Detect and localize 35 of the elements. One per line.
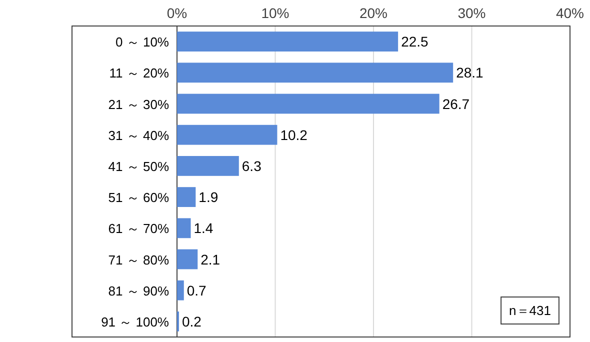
bar xyxy=(177,187,196,207)
y-tick-label: 0 ～ 10% xyxy=(116,34,170,50)
y-tick-label: 91 ～ 100% xyxy=(101,314,170,330)
y-tick-label: 51 ～ 60% xyxy=(108,190,170,206)
data-label: 1.9 xyxy=(198,189,218,206)
y-tick-label: 31 ～ 40% xyxy=(108,128,170,143)
y-tick-label: 61 ～ 70% xyxy=(108,221,170,236)
y-tick-label: 71 ～ 80% xyxy=(108,252,170,268)
annotation: n＝431 xyxy=(509,303,551,318)
data-label: 6.3 xyxy=(242,158,262,174)
y-tick-label: 21 ～ 30% xyxy=(108,96,170,112)
data-label: 28.1 xyxy=(456,64,484,81)
bar xyxy=(177,156,239,176)
y-tick-label: 81 ～ 90% xyxy=(108,283,170,298)
data-label: 0.7 xyxy=(186,282,207,298)
data-label: 26.7 xyxy=(442,96,470,112)
y-tick-label: 41 ～ 50% xyxy=(108,158,170,174)
x-tick-label: 30% xyxy=(458,5,486,21)
bar xyxy=(177,218,191,238)
bar xyxy=(177,32,398,52)
x-tick-label: 0% xyxy=(166,5,188,21)
x-tick-label: 20% xyxy=(359,5,388,21)
data-label: 2.1 xyxy=(200,251,220,268)
bar xyxy=(177,249,198,270)
data-label: 10.2 xyxy=(280,126,308,143)
data-label: 0.2 xyxy=(182,313,202,330)
data-label: 1.4 xyxy=(194,220,214,236)
y-tick-label: 11 ～ 20% xyxy=(109,66,170,81)
x-tick-label: 10% xyxy=(261,5,290,21)
x-tick-label: 40% xyxy=(556,5,584,21)
bar xyxy=(177,94,440,114)
data-label: 22.5 xyxy=(401,34,429,50)
bar xyxy=(177,62,454,83)
bar xyxy=(177,124,278,145)
bar xyxy=(177,280,184,300)
